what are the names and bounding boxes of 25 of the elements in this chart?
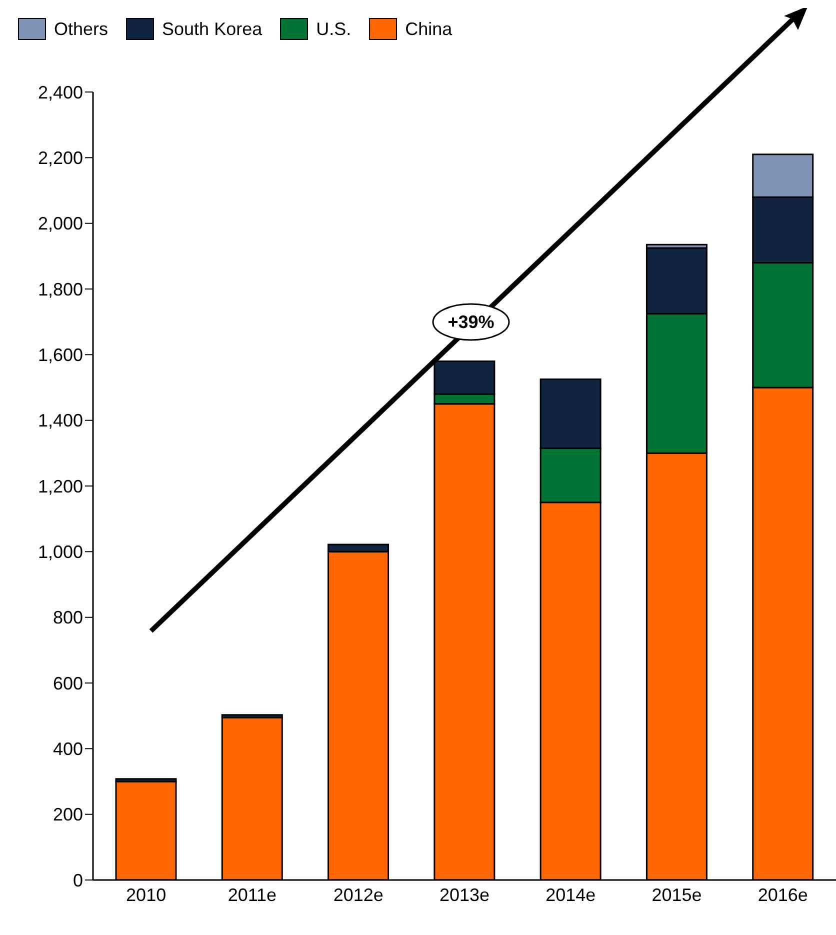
- x-tick-label: 2015e: [652, 884, 702, 905]
- y-tick-label: 800: [52, 608, 83, 628]
- y-tick-label: 0: [72, 870, 83, 890]
- legend-label: China: [405, 18, 452, 40]
- y-tick-label: 600: [52, 673, 83, 694]
- y-tick-label: 2,200: [38, 148, 83, 168]
- x-tick-label: 2010: [126, 884, 166, 905]
- y-tick-label: 2,000: [38, 214, 83, 234]
- y-tick-label: 1,800: [38, 279, 83, 300]
- y-tick-label: 1,000: [38, 542, 83, 562]
- x-tick-label: 2012e: [333, 884, 384, 905]
- y-tick-label: 1,400: [38, 410, 83, 431]
- legend-label: U.S.: [316, 18, 352, 40]
- x-tick-label: 2013e: [439, 884, 490, 905]
- legend-label: Others: [54, 18, 108, 40]
- y-tick-label: 2,400: [38, 82, 83, 102]
- x-tick-label: 2016e: [758, 884, 808, 905]
- y-tick-label: 400: [52, 739, 83, 760]
- legend-label: South Korea: [162, 18, 262, 40]
- y-tick-label: 1,200: [38, 476, 83, 496]
- y-tick-label: 200: [52, 804, 83, 825]
- annotation: +39%: [448, 312, 494, 332]
- y-tick-label: 1,600: [38, 345, 83, 366]
- x-tick-label: 2014e: [546, 884, 596, 905]
- x-tick-label: 2011e: [228, 884, 277, 905]
